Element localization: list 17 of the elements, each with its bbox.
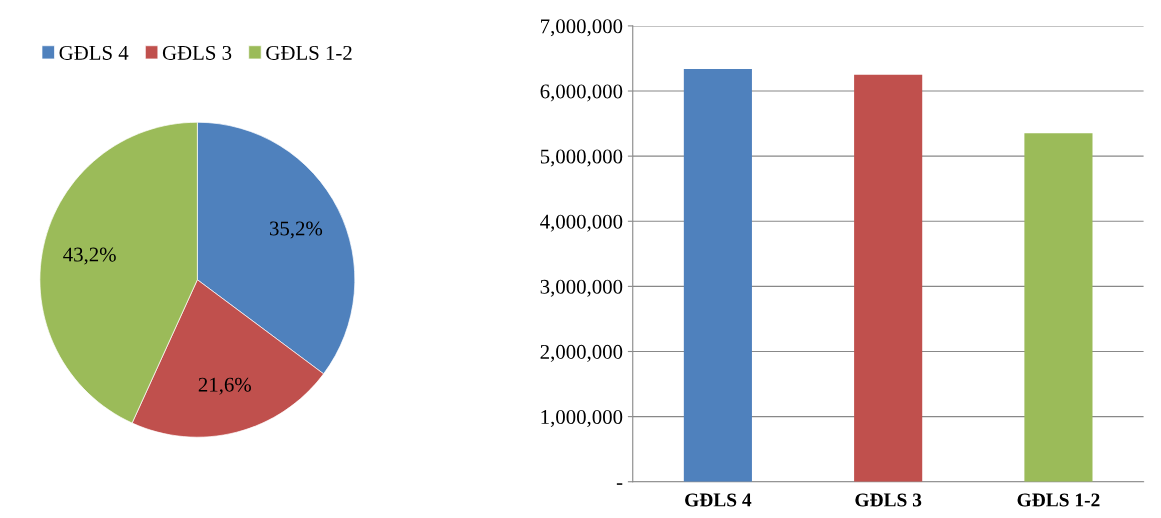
y-tick-label: - — [616, 483, 623, 485]
y-tick-label: 6,000,000 — [540, 84, 623, 102]
x-tick-label: GĐLS 3 — [855, 493, 922, 507]
y-tick-label: 2,000,000 — [540, 344, 623, 362]
data-label: 21,6% — [198, 377, 251, 395]
y-tick-label: 1,000,000 — [541, 409, 623, 428]
y-tick-label: 3,000,000 — [540, 279, 623, 297]
x-tick-label: GĐLS 1-2 — [1017, 493, 1100, 507]
data-label: 35,2% — [269, 221, 323, 239]
legend-label: GĐLS 1-2 — [266, 45, 352, 60]
y-tick-label: 7,000,000 — [541, 19, 623, 37]
data-label: 43,2% — [63, 247, 116, 265]
y-tick-label: 5,000,000 — [540, 149, 623, 167]
y-tick-label: 4,000,000 — [540, 214, 623, 232]
x-tick-label: GĐLS 4 — [685, 493, 752, 507]
legend-label: GĐLS 3 — [162, 45, 232, 60]
legend-label: GĐLS 4 — [59, 45, 129, 60]
